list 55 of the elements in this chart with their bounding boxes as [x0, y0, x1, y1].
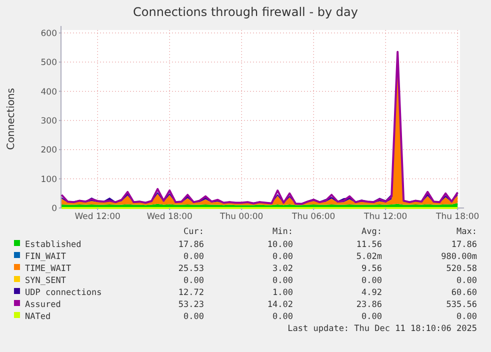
- legend-label: FIN_WAIT: [25, 252, 66, 262]
- text: Last update: Thu Dec 11 18:10:06 2025: [288, 324, 477, 334]
- x-tick-label: Wed 18:00: [146, 212, 192, 222]
- y-tick-label: 500: [40, 58, 57, 68]
- text: 23.86: [356, 300, 382, 310]
- text: 4.92: [362, 288, 382, 298]
- text: 0.00: [362, 312, 382, 322]
- text: 0.00: [272, 276, 293, 286]
- text: 0.00: [456, 276, 477, 286]
- text: Cur:: [184, 227, 204, 237]
- text: Avg:: [362, 227, 382, 237]
- text: 11.56: [356, 240, 382, 250]
- y-tick-label: 600: [40, 28, 57, 39]
- text: 0.00: [272, 252, 293, 262]
- legend-label: UDP connections: [25, 288, 102, 298]
- legend-label: NATed: [25, 312, 51, 322]
- text: 0.00: [184, 312, 204, 322]
- text: 25.53: [178, 264, 204, 274]
- legend-label: Assured: [25, 300, 61, 310]
- text: 60.60: [451, 288, 477, 298]
- text: 520.58: [446, 264, 477, 274]
- text: 0.00: [184, 252, 204, 262]
- text: 3.02: [272, 264, 293, 274]
- text: 0.00: [456, 312, 477, 322]
- x-tick-label: Thu 18:00: [435, 212, 480, 222]
- legend-label: SYN_SENT: [25, 276, 66, 286]
- y-tick-label: 200: [40, 146, 57, 156]
- text: 10.00: [267, 240, 293, 250]
- x-tick-label: Thu 00:00: [219, 212, 264, 222]
- text: 0.00: [272, 312, 293, 322]
- text: 0.00: [362, 276, 382, 286]
- x-tick-label: Wed 12:00: [74, 212, 120, 222]
- text: 53.23: [178, 300, 204, 310]
- legend-label: Established: [25, 240, 82, 250]
- y-tick-label: 300: [40, 116, 57, 126]
- text: 17.86: [178, 240, 204, 250]
- y-tick-label: 0: [52, 204, 57, 214]
- x-tick-label: Thu 12:00: [363, 212, 408, 222]
- text: 9.56: [362, 264, 382, 274]
- legend-label: TIME_WAIT: [25, 264, 72, 274]
- text: 535.56: [446, 300, 477, 310]
- y-tick-label: 100: [40, 174, 57, 185]
- text: 14.02: [267, 300, 293, 310]
- text: 17.86: [451, 240, 477, 250]
- chart-title: Connections through firewall - by day: [133, 5, 358, 19]
- text: 1.00: [272, 288, 293, 298]
- x-tick-label: Thu 06:00: [291, 212, 336, 222]
- text: 980.00m: [441, 252, 477, 262]
- text: Min:: [272, 227, 293, 237]
- text: 0.00: [184, 276, 204, 286]
- y-axis-title: Connections: [6, 88, 17, 150]
- y-tick-label: 400: [40, 87, 57, 98]
- text: 5.02m: [356, 252, 382, 262]
- text: 12.72: [178, 288, 204, 298]
- text: Max:: [456, 227, 477, 237]
